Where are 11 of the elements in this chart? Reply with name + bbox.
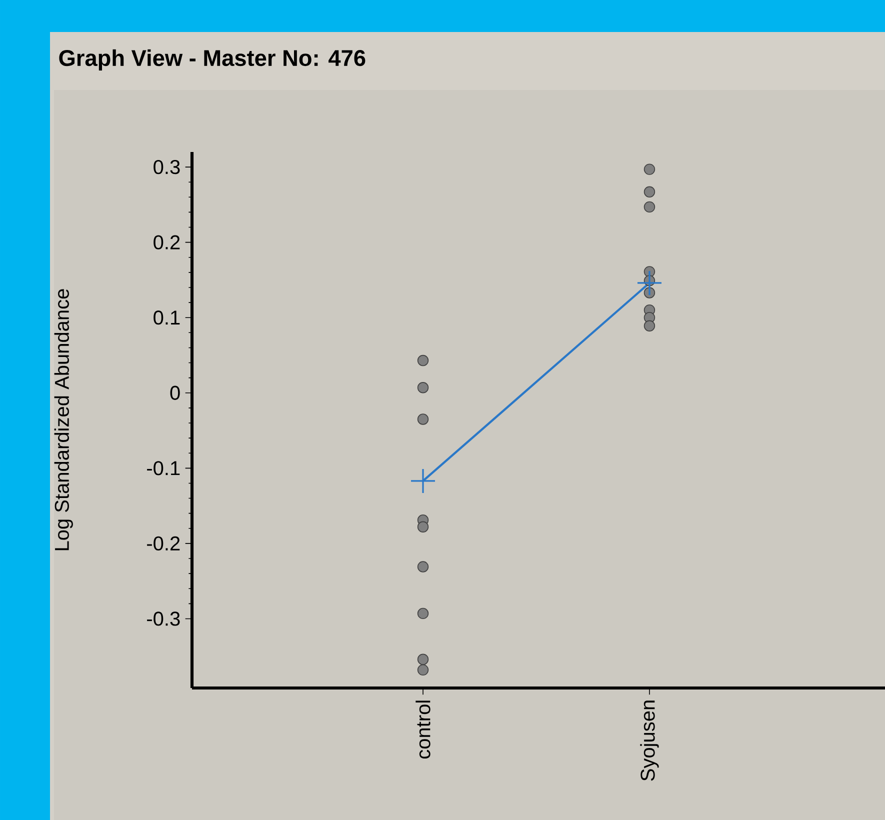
y-tick-label: 0 [170,386,180,400]
y-axis-title: Log Standardized Abundance [54,289,73,550]
x-tick-label: control [416,700,430,759]
x-tick-label: Syojusen [640,700,659,781]
y-tick-label: 0.1 [154,310,180,325]
y-tick-label: -0.2 [147,536,180,551]
y-tick-label: 0.2 [154,235,180,250]
chart-title: Graph View - Master No: 476 [59,49,366,71]
y-tick-label: 0.3 [154,160,180,174]
y-tick-label: -0.3 [147,612,180,626]
y-tick-label: -0.1 [147,461,180,476]
